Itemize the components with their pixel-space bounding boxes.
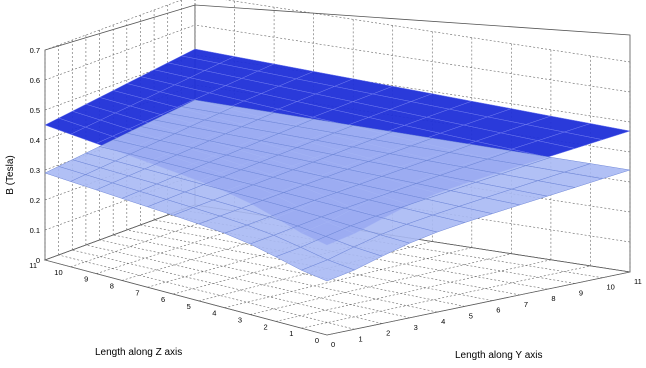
y-tick-label: 4 [441,317,445,326]
y-tick-label: 2 [386,329,390,338]
floor-grid-line [44,259,328,336]
wall-grid-line [44,24,196,81]
floor-grid-line [85,244,410,319]
y-tick-label: 8 [551,294,555,303]
z-tick-label: 0.7 [30,46,40,55]
z-tick-label: 0.4 [30,136,40,145]
tick-labels: 012345678910110123456789101100.10.20.30.… [29,46,642,349]
x-tick-label: 0 [315,336,319,345]
x-tick-label: 11 [29,261,37,270]
wall-grid-line [194,54,631,123]
floor-grid-line [58,254,355,330]
floor-grid-line [326,271,631,336]
y-tick-label: 1 [359,334,363,343]
floor-grid-line [121,222,314,281]
floor-grid-line [224,247,472,309]
wall-grid-line [194,24,631,93]
z-tick-label: 0.6 [30,76,40,85]
floor-grid-line [301,265,591,329]
surface-patch [300,259,356,282]
z-axis-label: B (Tesla) [5,155,16,194]
floor-grid-line [275,259,551,322]
wall-grid-line [225,0,631,63]
x-axis-label: Length along Z axis [95,347,182,358]
y-tick-label: 0 [331,340,335,349]
x-tick-label: 5 [187,302,191,311]
x-tick-label: 6 [161,295,165,304]
z-tick-label: 0.3 [30,166,40,175]
x-tick-label: 10 [54,268,62,277]
wall-grid-line [44,0,183,51]
x-tick-label: 3 [238,316,242,325]
x-tick-label: 9 [84,275,88,284]
y-tick-label: 10 [606,283,614,292]
y-tick-label: 7 [524,300,528,309]
floor-grid-line [72,249,383,324]
z-tick-label: 0 [36,256,40,265]
floor-grid-line [250,253,512,315]
x-tick-label: 1 [289,329,293,338]
y-tick-label: 11 [634,277,642,286]
z-tick-label: 0.2 [30,196,40,205]
surfaces [44,48,631,282]
y-tick-label: 6 [496,306,500,315]
y-tick-label: 9 [579,288,583,297]
surface-series [44,99,631,282]
x-tick-label: 2 [264,322,268,331]
floor-grid-line [96,216,275,274]
z-tick-label: 0.5 [30,106,40,115]
x-tick-label: 7 [135,288,139,297]
x-tick-label: 8 [110,281,114,290]
z-tick-label: 0.1 [30,226,40,235]
y-tick-label: 5 [469,311,473,320]
y-tick-label: 3 [414,323,418,332]
floor-grid-line [99,239,438,313]
y-axis-label: Length along Y axis [455,350,542,361]
x-tick-label: 4 [212,309,216,318]
